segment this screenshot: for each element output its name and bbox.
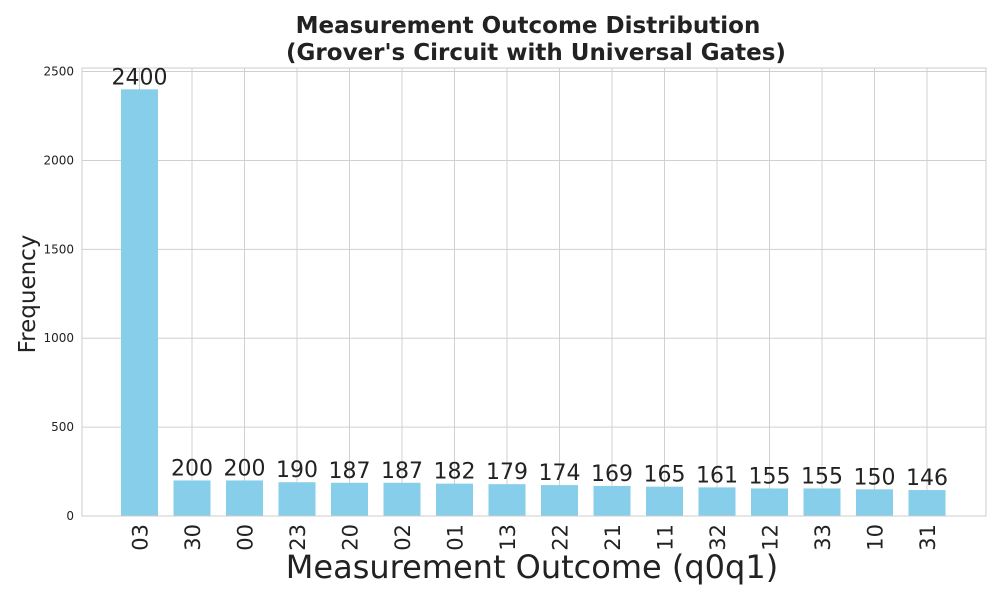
data-label-02: 187 xyxy=(381,459,423,484)
data-label-23: 190 xyxy=(276,458,318,483)
x-axis-label: Measurement Outcome (q0q1) xyxy=(286,548,778,586)
chart-title-line-2: (Grover's Circuit with Universal Gates) xyxy=(286,40,786,66)
data-label-32: 161 xyxy=(696,463,738,488)
bar-22 xyxy=(541,485,578,516)
x-tick-label-20: 20 xyxy=(339,524,363,551)
x-tick-label-13: 13 xyxy=(496,524,520,551)
bar-31 xyxy=(908,490,946,516)
bar-21 xyxy=(593,485,631,516)
x-tick-label-10: 10 xyxy=(864,524,888,551)
y-tick-label: 0 xyxy=(66,509,74,523)
data-label-10: 150 xyxy=(854,465,896,490)
x-tick-label-02: 02 xyxy=(391,524,415,551)
x-tick-label-00: 00 xyxy=(234,524,258,551)
y-axis-label: Frequency xyxy=(15,235,41,354)
bar-11 xyxy=(646,486,683,516)
data-label-00: 200 xyxy=(224,456,266,481)
data-label-33: 155 xyxy=(801,464,843,489)
x-tick-label-21: 21 xyxy=(601,524,625,551)
data-label-31: 146 xyxy=(906,466,948,491)
y-tick-label: 2500 xyxy=(43,65,74,79)
x-tick-label-30: 30 xyxy=(181,524,205,551)
bar-00 xyxy=(226,480,263,516)
data-label-12: 155 xyxy=(749,464,791,489)
x-tick-label-11: 11 xyxy=(654,524,678,551)
data-label-22: 174 xyxy=(539,461,581,486)
x-tick-label-03: 03 xyxy=(129,524,153,551)
bar-20 xyxy=(331,482,368,516)
x-tick-label-12: 12 xyxy=(759,524,783,551)
data-label-13: 179 xyxy=(486,460,528,485)
data-label-20: 187 xyxy=(329,459,371,484)
y-tick-label: 500 xyxy=(51,420,74,434)
bar-02 xyxy=(383,482,421,516)
data-label-21: 169 xyxy=(591,462,633,487)
bar-30 xyxy=(173,480,211,516)
bar-03 xyxy=(121,89,158,516)
bar-32 xyxy=(698,487,736,516)
plot-frame xyxy=(81,67,987,517)
data-label-03: 2400 xyxy=(112,65,168,90)
data-labels-layer: 2400 200 200 190 187 187 182 179 174 169 165 161 155… xyxy=(112,65,949,491)
bar-12 xyxy=(751,488,788,516)
y-tick-label: 2000 xyxy=(43,153,74,167)
x-tick-label-01: 01 xyxy=(444,524,468,551)
x-tick-label-31: 31 xyxy=(916,524,940,551)
bar-10 xyxy=(856,489,893,516)
y-tick-label: 1500 xyxy=(43,242,74,256)
data-label-11: 165 xyxy=(644,463,686,488)
data-label-30: 200 xyxy=(171,456,213,481)
chart-title-line-1: Measurement Outcome Distribution xyxy=(296,13,761,39)
bar-23 xyxy=(278,482,316,516)
bars-layer xyxy=(121,89,946,516)
x-tick-label-32: 32 xyxy=(706,524,730,551)
data-label-01: 182 xyxy=(434,460,476,485)
x-tick-label-33: 33 xyxy=(811,524,835,551)
grid-layer xyxy=(82,68,986,517)
bar-33 xyxy=(803,488,841,516)
bar-01 xyxy=(436,483,473,516)
bar-13 xyxy=(488,484,526,516)
y-tick-label: 1000 xyxy=(43,331,74,345)
x-tick-label-22: 22 xyxy=(549,524,573,551)
x-tick-label-23: 23 xyxy=(286,524,310,551)
